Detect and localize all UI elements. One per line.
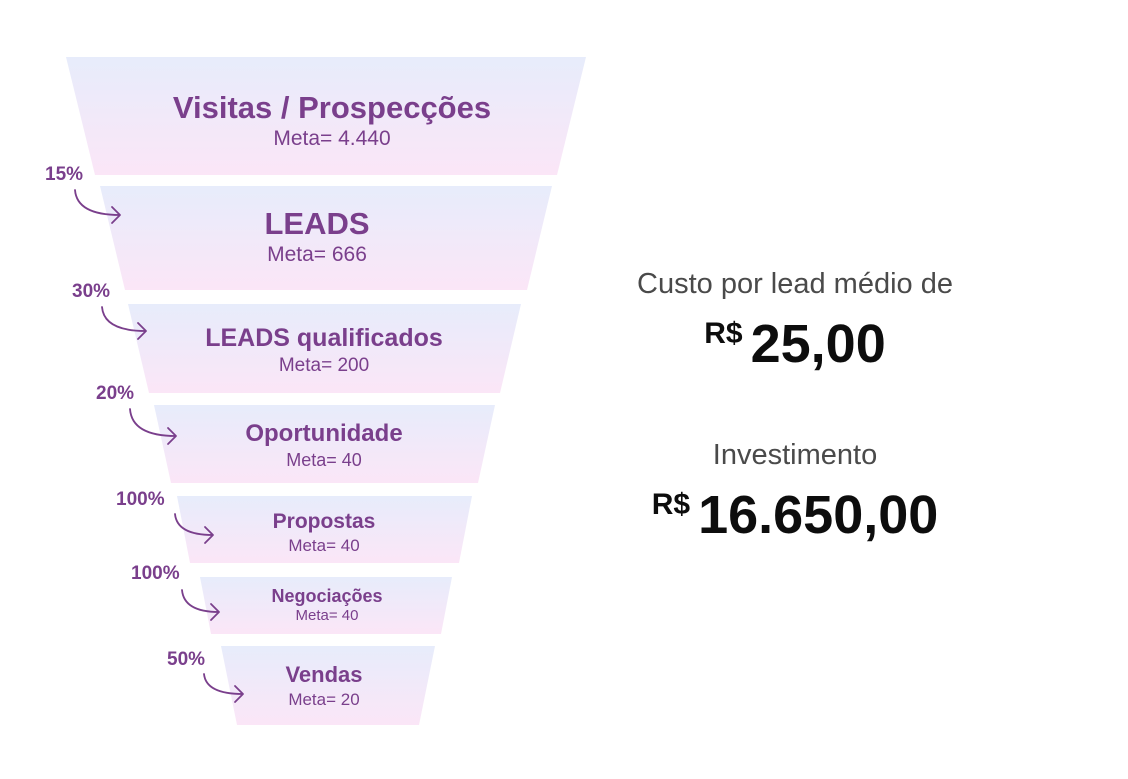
- currency-symbol: R$: [651, 488, 691, 521]
- conversion-rate: 15%: [45, 164, 84, 185]
- conversion-arrow-icon: [203, 673, 244, 703]
- stage-title: LEADS: [264, 206, 370, 241]
- cost-per-lead-value: R$ 25,00: [560, 317, 1030, 371]
- funnel-stage-shape-3: [128, 304, 521, 393]
- stage-meta: Meta= 4.440: [273, 127, 391, 150]
- funnel-stage-6: Negociações Meta= 40: [271, 587, 382, 623]
- conversion-arrow-icon: [181, 589, 220, 621]
- stage-title: Negociações: [271, 586, 383, 606]
- conversion-rate: 100%: [131, 563, 180, 584]
- stage-meta: Meta= 40: [286, 450, 362, 470]
- funnel-stage-shape-4: [154, 405, 495, 483]
- stage-title: LEADS qualificados: [205, 324, 443, 352]
- funnel-stage-shape-1: [66, 57, 586, 175]
- conversion-arrow-icon: [74, 189, 121, 224]
- summary-panel: Custo por lead médio de R$ 25,00 Investim…: [560, 268, 1030, 543]
- funnel-stage-shape-5: [177, 496, 472, 563]
- investment-value: R$ 16.650,00: [560, 488, 1030, 542]
- stage-meta: Meta= 666: [267, 243, 367, 266]
- stage-meta: Meta= 40: [288, 536, 360, 555]
- funnel-stage-1: Visitas / Prospecções Meta= 4.440: [173, 92, 491, 149]
- currency-symbol: R$: [704, 317, 743, 350]
- conversion-arrow-icon: [129, 408, 177, 445]
- stage-title: Oportunidade: [245, 420, 403, 447]
- conversion-rate: 20%: [96, 383, 135, 404]
- funnel-stage-2: LEADS Meta= 666: [264, 208, 369, 265]
- stage-meta: Meta= 20: [288, 690, 360, 709]
- funnel-stage-shape-7: [221, 646, 435, 725]
- funnel-stage-5: Propostas Meta= 40: [273, 511, 376, 554]
- conversion-arrow-icon: [101, 306, 147, 340]
- conversion-rate: 30%: [72, 281, 111, 302]
- funnel-stage-3: LEADS qualificados Meta= 200: [205, 324, 443, 376]
- conversion-rate: 50%: [167, 649, 206, 670]
- investment-label: Investimento: [712, 439, 878, 471]
- conversion-arrow-icon: [174, 513, 214, 544]
- stage-title: Visitas / Prospecções: [172, 90, 492, 125]
- funnel-stage-7: Vendas Meta= 20: [285, 662, 363, 709]
- stage-meta: Meta= 200: [278, 355, 370, 376]
- stage-title: Propostas: [272, 510, 376, 533]
- conversion-rate: 100%: [116, 489, 165, 510]
- amount: 16.650,00: [698, 485, 939, 545]
- funnel-stage-shape-2: [100, 186, 552, 290]
- stage-meta: Meta= 40: [295, 607, 359, 624]
- amount: 25,00: [750, 314, 886, 374]
- funnel-stage-4: Oportunidade Meta= 40: [245, 420, 403, 470]
- stage-title: Vendas: [285, 662, 363, 687]
- funnel-stage-shape-6: [200, 577, 452, 634]
- cost-per-lead-label: Custo por lead médio de: [637, 268, 953, 300]
